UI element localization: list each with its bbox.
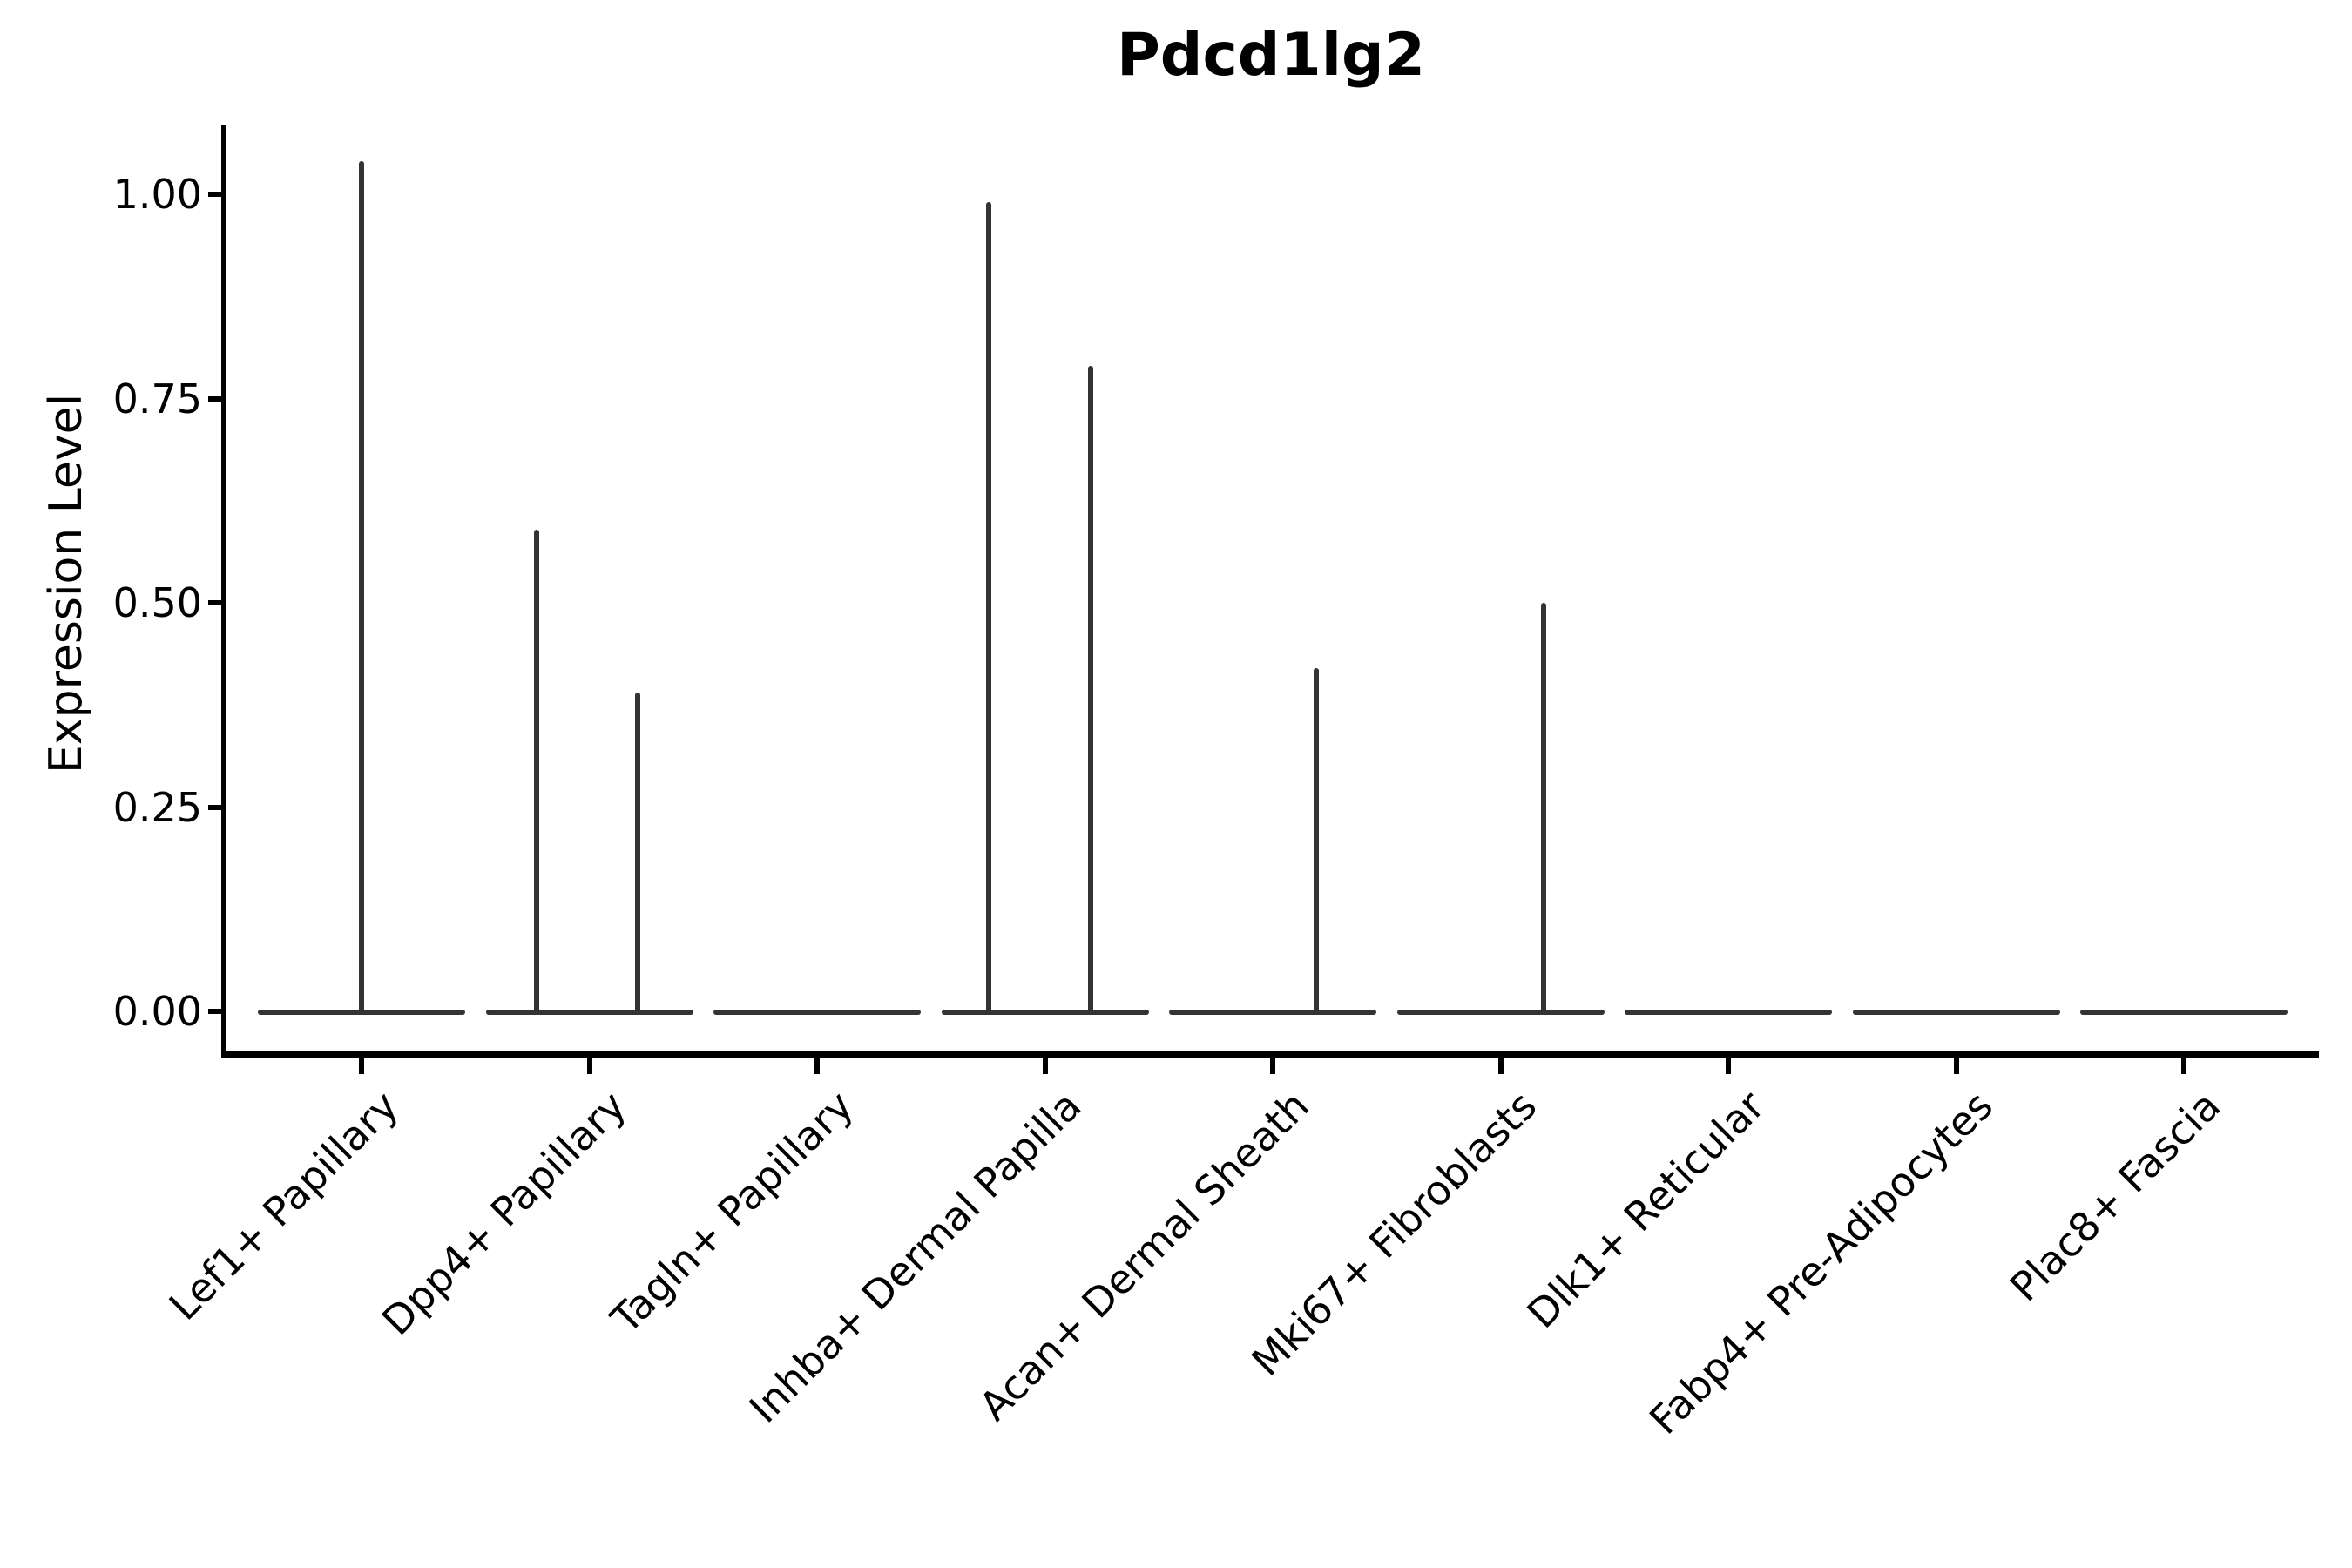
chart-title: Pdcd1lg2 (1116, 21, 1426, 90)
x-tick-label: Dpp4+ Papillary (372, 1082, 635, 1345)
violin-spike (359, 161, 364, 1015)
y-tick-label: 0.75 (112, 375, 202, 422)
x-tick (1953, 1058, 1959, 1074)
x-tick (1270, 1058, 1275, 1074)
violin-baseline (1169, 1010, 1376, 1015)
y-tick (208, 1009, 224, 1014)
y-tick-label: 0.25 (112, 783, 202, 831)
x-tick (1497, 1058, 1504, 1074)
violin-spike (1088, 365, 1094, 1015)
violin-spike (534, 529, 540, 1015)
y-tick-label: 0.50 (112, 579, 202, 626)
x-tick-label: Lef1+ Papillary (159, 1082, 408, 1329)
y-tick (208, 804, 224, 810)
y-axis-spine (221, 125, 226, 1058)
violin-baseline (1625, 1010, 1832, 1015)
violin-baseline (485, 1010, 693, 1015)
x-tick-label: Plac8+ Fascia (2000, 1082, 2230, 1311)
x-tick (586, 1058, 592, 1074)
x-tick (1726, 1058, 1731, 1074)
y-axis-label: Expression Level (40, 393, 92, 774)
x-tick-label: Dlk1+ Reticular (1517, 1082, 1774, 1338)
x-tick (1042, 1058, 1048, 1074)
x-tick-label: Tagln+ Papillary (602, 1082, 863, 1342)
y-tick-label: 1.00 (112, 171, 202, 218)
violin-spike (1313, 668, 1319, 1015)
violin-baseline (1852, 1010, 2060, 1015)
violin-baseline (941, 1010, 1149, 1015)
y-tick (208, 192, 224, 197)
y-tick (208, 600, 224, 605)
x-tick (2181, 1058, 2186, 1074)
violin-baseline (1396, 1010, 1605, 1015)
violin-baseline (2080, 1010, 2288, 1015)
violin-baseline (713, 1010, 921, 1015)
violin-spike (1540, 603, 1546, 1015)
x-tick (814, 1058, 820, 1074)
y-tick (208, 395, 224, 402)
x-tick (359, 1058, 364, 1074)
x-axis-spine (221, 1051, 2319, 1058)
violin-spike (634, 693, 640, 1015)
y-tick-label: 0.00 (112, 988, 202, 1035)
violin-spike (985, 202, 991, 1015)
